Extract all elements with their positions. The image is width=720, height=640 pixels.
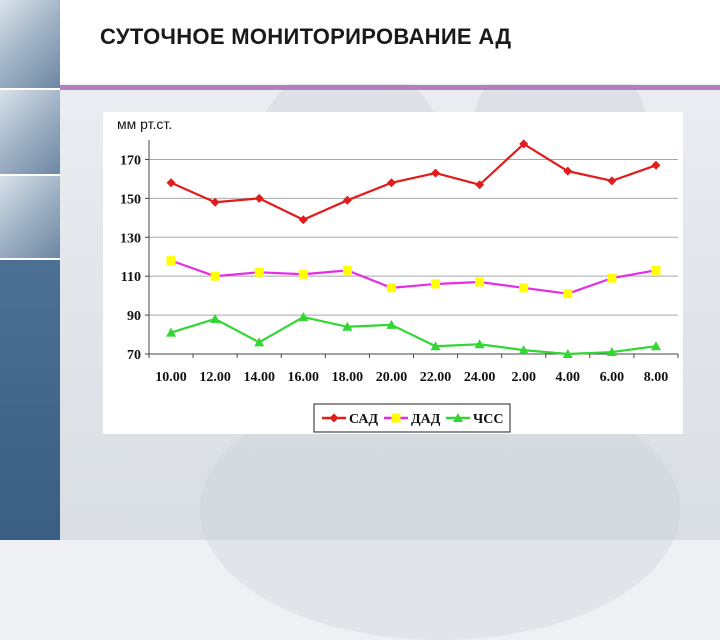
data-point-1 — [607, 273, 617, 283]
x-tick-label: 10.00 — [155, 370, 187, 385]
data-point-2 — [474, 339, 485, 349]
data-point-2 — [562, 349, 573, 358]
header — [60, 0, 720, 84]
legend-label-2: ЧСС — [473, 412, 504, 427]
data-point-0 — [210, 197, 220, 207]
y-tick-label: 70 — [127, 348, 141, 363]
series-line-0 — [170, 142, 657, 221]
x-tick-label: 6.00 — [600, 370, 625, 385]
x-tick-label: 18.00 — [332, 370, 364, 385]
data-point-2 — [342, 321, 353, 331]
data-point-1 — [166, 256, 176, 266]
data-point-1 — [431, 279, 441, 289]
chart-legend — [313, 403, 511, 433]
data-point-2 — [298, 312, 309, 322]
data-point-1 — [475, 277, 485, 287]
data-point-1 — [563, 289, 573, 299]
data-point-2 — [606, 347, 617, 357]
data-point-1 — [519, 283, 529, 293]
y-axis-unit-label: мм рт.ст. — [117, 116, 173, 132]
data-point-0 — [386, 178, 396, 188]
legend-label-0: САД — [349, 412, 379, 427]
x-tick-label: 14.00 — [243, 370, 275, 385]
data-point-2 — [650, 341, 661, 351]
data-point-1 — [386, 283, 396, 293]
x-tick-label: 16.00 — [288, 370, 320, 385]
blood-pressure-chart: 70 90 110 130 150 170 10.00 12.00 14.00 16.00 18.0… — [120, 139, 679, 433]
page-title: СУТОЧНОЕ МОНИТОРИРОВАНИЕ АД — [100, 24, 512, 49]
x-tick-label: 4.00 — [556, 370, 581, 385]
sidebar-photo — [0, 176, 60, 260]
legend-label-1: ДАД — [411, 412, 441, 427]
legend-marker-2 — [453, 413, 463, 422]
data-point-0 — [475, 180, 485, 190]
data-point-0 — [607, 176, 617, 186]
data-point-0 — [431, 168, 441, 178]
x-tick-label: 8.00 — [644, 370, 669, 385]
data-point-2 — [430, 341, 441, 351]
data-point-2 — [166, 327, 177, 337]
y-tick-label: 130 — [120, 231, 141, 246]
data-point-2 — [210, 313, 221, 323]
y-tick-label: 150 — [120, 192, 141, 207]
series-line-2 — [170, 315, 657, 356]
data-point-1 — [254, 267, 264, 277]
data-point-0 — [563, 166, 573, 176]
title-divider — [60, 85, 720, 90]
data-point-0 — [342, 195, 352, 205]
sidebar-photo — [0, 90, 60, 176]
y-tick-label: 90 — [127, 309, 141, 324]
data-point-2 — [518, 345, 529, 355]
data-point-0 — [254, 193, 264, 203]
y-tick-label: 110 — [121, 270, 141, 285]
y-tick-label: 170 — [120, 153, 141, 168]
sidebar-photo — [0, 0, 60, 90]
x-tick-label: 2.00 — [511, 370, 536, 385]
legend-marker-0 — [329, 413, 339, 423]
chart-panel — [103, 112, 683, 434]
legend-marker-1 — [391, 413, 401, 423]
data-point-1 — [210, 271, 220, 281]
data-point-1 — [342, 265, 352, 275]
data-point-0 — [519, 139, 529, 149]
x-tick-label: 24.00 — [464, 370, 496, 385]
data-point-2 — [254, 337, 265, 347]
data-point-1 — [651, 265, 661, 275]
data-point-0 — [651, 160, 661, 170]
x-tick-label: 12.00 — [199, 370, 231, 385]
x-tick-label: 22.00 — [420, 370, 452, 385]
data-point-0 — [166, 178, 176, 188]
data-point-0 — [298, 215, 308, 225]
x-tick-label: 20.00 — [376, 370, 408, 385]
series-line-1 — [170, 259, 657, 295]
data-point-1 — [298, 269, 308, 279]
data-point-2 — [386, 319, 397, 329]
